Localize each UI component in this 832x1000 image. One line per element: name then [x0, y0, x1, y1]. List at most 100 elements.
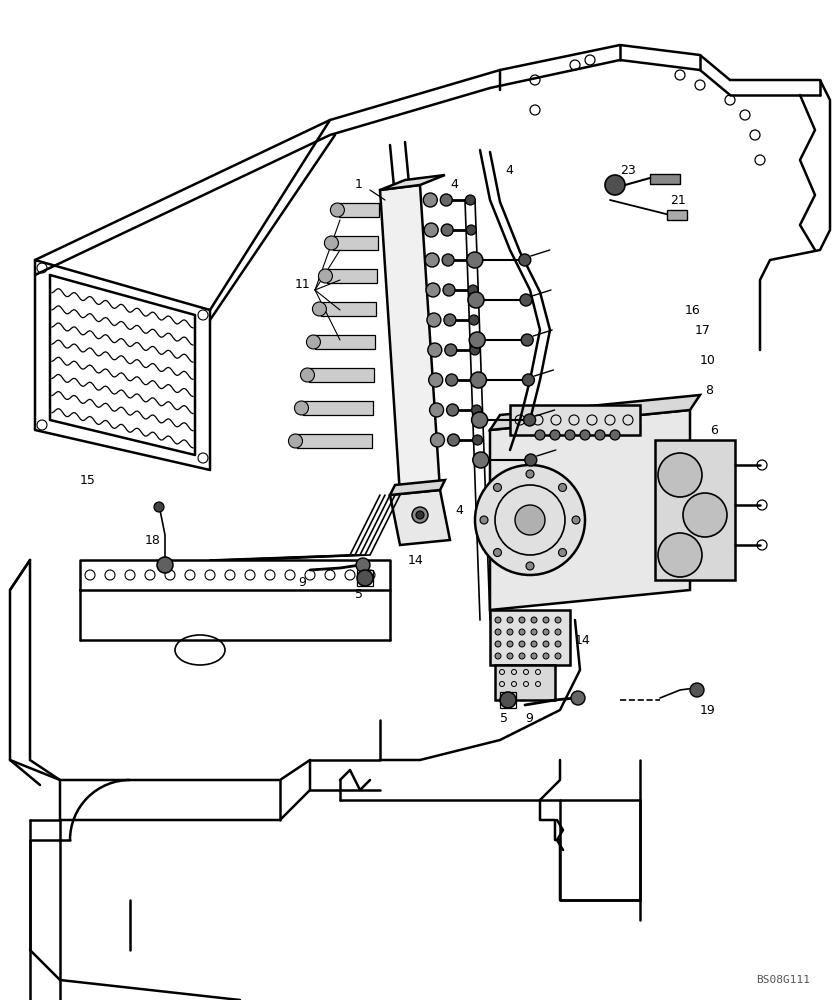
- Circle shape: [531, 653, 537, 659]
- Circle shape: [416, 511, 424, 519]
- Bar: [357, 570, 373, 586]
- Circle shape: [357, 570, 373, 586]
- Circle shape: [468, 285, 478, 295]
- Bar: [339, 203, 379, 217]
- Circle shape: [595, 430, 605, 440]
- Text: 10: 10: [700, 354, 716, 366]
- Circle shape: [525, 454, 537, 466]
- Circle shape: [157, 557, 173, 573]
- Circle shape: [445, 344, 457, 356]
- Circle shape: [472, 412, 488, 428]
- Circle shape: [519, 254, 531, 266]
- Circle shape: [526, 470, 534, 478]
- Polygon shape: [390, 490, 450, 545]
- Circle shape: [430, 433, 444, 447]
- Circle shape: [471, 375, 481, 385]
- Polygon shape: [490, 395, 700, 430]
- Text: 5: 5: [500, 712, 508, 724]
- Circle shape: [495, 617, 501, 623]
- Circle shape: [468, 292, 484, 308]
- Circle shape: [412, 507, 428, 523]
- Text: 14: 14: [575, 634, 591, 647]
- Circle shape: [558, 483, 567, 491]
- Circle shape: [428, 343, 442, 357]
- Circle shape: [605, 175, 625, 195]
- Circle shape: [443, 284, 455, 296]
- Circle shape: [330, 203, 344, 217]
- Circle shape: [495, 653, 501, 659]
- Circle shape: [507, 629, 513, 635]
- Circle shape: [519, 641, 525, 647]
- Polygon shape: [390, 480, 445, 495]
- Circle shape: [493, 483, 502, 491]
- Circle shape: [515, 505, 545, 535]
- Circle shape: [313, 302, 326, 316]
- Text: 4: 4: [455, 504, 463, 516]
- Circle shape: [467, 255, 477, 265]
- Circle shape: [426, 283, 440, 297]
- Circle shape: [519, 629, 525, 635]
- Circle shape: [465, 195, 475, 205]
- Circle shape: [507, 641, 513, 647]
- Circle shape: [475, 465, 585, 575]
- Circle shape: [154, 502, 164, 512]
- Circle shape: [522, 374, 534, 386]
- Circle shape: [440, 194, 453, 206]
- Circle shape: [572, 516, 580, 524]
- Text: 5: 5: [355, 588, 363, 601]
- Circle shape: [555, 641, 561, 647]
- Circle shape: [425, 253, 439, 267]
- Circle shape: [469, 332, 485, 348]
- Circle shape: [571, 691, 585, 705]
- Text: 14: 14: [408, 554, 423, 566]
- Bar: [321, 302, 376, 316]
- Bar: [490, 610, 570, 665]
- Circle shape: [473, 435, 483, 445]
- Circle shape: [295, 401, 309, 415]
- Text: 21: 21: [670, 194, 686, 207]
- Circle shape: [565, 430, 575, 440]
- Circle shape: [442, 254, 454, 266]
- Circle shape: [480, 516, 488, 524]
- Text: 15: 15: [80, 474, 96, 487]
- Circle shape: [319, 269, 333, 283]
- Circle shape: [543, 641, 549, 647]
- Bar: [650, 174, 680, 184]
- Circle shape: [690, 683, 704, 697]
- Circle shape: [289, 434, 303, 448]
- Circle shape: [543, 629, 549, 635]
- Circle shape: [428, 373, 443, 387]
- Polygon shape: [380, 175, 445, 190]
- Text: 4: 4: [505, 163, 513, 176]
- Circle shape: [466, 225, 476, 235]
- Bar: [655, 440, 735, 580]
- Bar: [495, 665, 555, 700]
- Circle shape: [543, 617, 549, 623]
- Bar: [328, 269, 378, 283]
- Circle shape: [519, 617, 525, 623]
- Circle shape: [427, 313, 441, 327]
- Text: 4: 4: [450, 178, 458, 192]
- Text: 17: 17: [695, 324, 711, 336]
- Circle shape: [500, 692, 516, 708]
- Bar: [298, 434, 373, 448]
- Circle shape: [543, 653, 549, 659]
- Circle shape: [495, 629, 501, 635]
- Circle shape: [507, 617, 513, 623]
- Circle shape: [683, 493, 727, 537]
- Text: 18: 18: [145, 534, 161, 546]
- Bar: [667, 210, 687, 220]
- Text: 8: 8: [705, 383, 713, 396]
- Circle shape: [467, 252, 483, 268]
- Circle shape: [324, 236, 339, 250]
- Circle shape: [447, 404, 458, 416]
- Circle shape: [429, 403, 443, 417]
- Circle shape: [470, 372, 487, 388]
- Text: 19: 19: [700, 704, 716, 716]
- Circle shape: [531, 641, 537, 647]
- Circle shape: [423, 193, 438, 207]
- Text: BS08G111: BS08G111: [756, 975, 810, 985]
- Circle shape: [580, 430, 590, 440]
- Bar: [310, 368, 374, 382]
- Circle shape: [446, 374, 458, 386]
